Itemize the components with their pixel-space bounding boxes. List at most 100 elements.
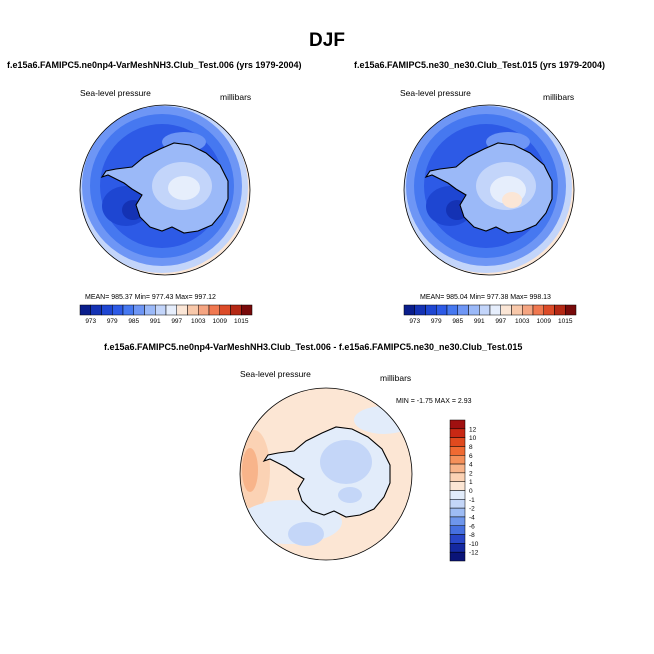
panel3-colorbar-swatch [449,490,466,500]
panel3-colorbar-swatch [449,551,466,562]
panel3-positive-anomaly [242,448,258,492]
panel2-map-border [403,104,575,276]
panel3-colorbar-swatch [449,428,466,438]
panel1-colorbar-swatch [112,304,124,316]
panel1-colorbar-swatch [187,304,199,316]
panel1-colorbar-tick-label: 973 [85,318,96,325]
panel2-colorbar-tick-label: 1009 [537,318,552,325]
panel2-variable-label: Sea-level pressure [400,88,471,98]
panel2-colorbar-tick-label: 985 [452,318,463,325]
panel1-colorbar-swatch [90,304,102,316]
panel1-colorbar-tick-label: 985 [128,318,139,325]
panel3-colorbar-tick-label: 1 [469,479,473,486]
panel1-colorbar-tick-label: 997 [171,318,182,325]
panel2-colorbar-tick-label: 1015 [558,318,573,325]
panel1-colorbar-tick-label: 1003 [191,318,206,325]
panel2-colorbar-swatch [554,304,566,316]
panel1-colorbar-tick-label: 1009 [213,318,228,325]
panel3-colorbar-swatch [449,499,466,509]
panel2-colorbar-swatch [511,304,523,316]
panel3-negative-anomaly [338,487,362,503]
panel1-map [79,104,251,276]
panel2-colorbar-swatch [500,304,512,316]
panel2-colorbar-swatch [425,304,437,316]
panel1-colorbar-swatch [165,304,177,316]
panel3-colorbar-tick-label: -12 [469,550,479,557]
panel1-colorbar-swatch [198,304,210,316]
panel1-colorbar-swatch [241,304,253,316]
panel1-colorbar-swatch [122,304,134,316]
panel3-colorbar-tick-label: 0 [469,488,473,495]
panel1-colorbar-swatch [219,304,231,316]
panel2-colorbar-swatch [414,304,426,316]
panel2-colorbar-swatch [565,304,577,316]
panel1-title: f.e15a6.FAMIPC5.ne0np4-VarMeshNH3.Club_T… [7,60,302,70]
panel3-colorbar-tick-label: 6 [469,453,473,460]
panel2-high-pressure-center [502,192,522,208]
panel1-colorbar-swatch [208,304,220,316]
panel1-contour-band [168,176,200,200]
panel3-colorbar-swatch [449,525,466,535]
panel2-colorbar-tick-label: 997 [495,318,506,325]
panel3-colorbar-swatch [449,543,466,553]
panel1-colorbar-swatch [133,304,145,316]
panel2-colorbar-swatch [468,304,480,316]
panel2-colorbar-tick-label: 1003 [515,318,530,325]
panel3-map-border [239,387,413,561]
panel1-colorbar-swatch [176,304,188,316]
panel3-colorbar-tick-label: -2 [469,506,475,513]
panel3-colorbar-swatch [449,472,466,482]
panel3-colorbar-swatch [449,446,466,456]
panel2-colorbar-swatch [543,304,555,316]
panel1-colorbar-swatch [144,304,156,316]
panel3-colorbar-tick-label: -10 [469,541,479,548]
panel1-units-label: millibars [220,92,252,102]
panel2-colorbar-tick-label: 991 [474,318,485,325]
panel3-colorbar-tick-label: 8 [469,444,473,451]
panel1-stats: MEAN= 985.37 Min= 977.43 Max= 997.12 [85,294,216,301]
panel1-colorbar-swatch [79,304,91,316]
panel3-colorbar-tick-label: 2 [469,470,473,477]
panel3-colorbar-tick-label: 12 [469,426,477,433]
panel3-colorbar-tick-label: -8 [469,532,475,539]
panel3-colorbar-tick-label: 10 [469,435,477,442]
panel2-title: f.e15a6.FAMIPC5.ne30_ne30.Club_Test.015 … [354,60,605,70]
panel2-colorbar-swatch [446,304,458,316]
panel1-map-border [79,104,251,276]
panel2-colorbar: 973 979 985 991 997 1003 1009 1015 [403,304,577,325]
panel1-colorbar-tick-label: 1015 [234,318,249,325]
panel1-variable-label: Sea-level pressure [80,88,151,98]
panel3-negative-anomaly [288,522,324,546]
panel3-map [239,387,413,561]
panel2-colorbar-tick-label: 979 [431,318,442,325]
panel3-colorbar-tick-label: -1 [469,497,475,504]
panel2-colorbar-swatch [436,304,448,316]
panel2-map [403,104,575,276]
panel2-stats: MEAN= 985.04 Min= 977.38 Max= 998.13 [420,294,551,301]
panel3-colorbar-swatch [449,481,466,491]
panel2-colorbar-tick-label: 973 [409,318,420,325]
panel3-units-label: millibars [380,373,412,383]
panel2-units-label: millibars [543,92,575,102]
panel1-colorbar-tick-label: 991 [150,318,161,325]
panel3-colorbar-tick-label: -6 [469,523,475,530]
panel3-colorbar-swatch [449,437,466,447]
panel1-colorbar-swatch [230,304,242,316]
panel1-colorbar-tick-label: 979 [107,318,118,325]
panel2-colorbar-swatch [489,304,501,316]
panel3-stats: MIN = -1.75 MAX = 2.93 [396,398,472,405]
panel3-colorbar-tick-label: 4 [469,462,473,469]
panel3-variable-label: Sea-level pressure [240,369,311,379]
panel3-title: f.e15a6.FAMIPC5.ne0np4-VarMeshNH3.Club_T… [104,342,523,352]
panel3-colorbar-swatch [449,463,466,474]
panel3-colorbar-swatch [449,419,466,430]
panel2-colorbar-swatch [532,304,544,316]
panel3-colorbar-swatch [449,507,466,518]
panel1-colorbar: 973 979 985 991 997 1003 1009 1015 [79,304,253,325]
panel3-colorbar-tick-label: -4 [469,514,475,521]
panel1-colorbar-swatch [101,304,113,316]
panel2-colorbar-swatch [457,304,469,316]
panel3-colorbar-swatch [449,516,466,526]
